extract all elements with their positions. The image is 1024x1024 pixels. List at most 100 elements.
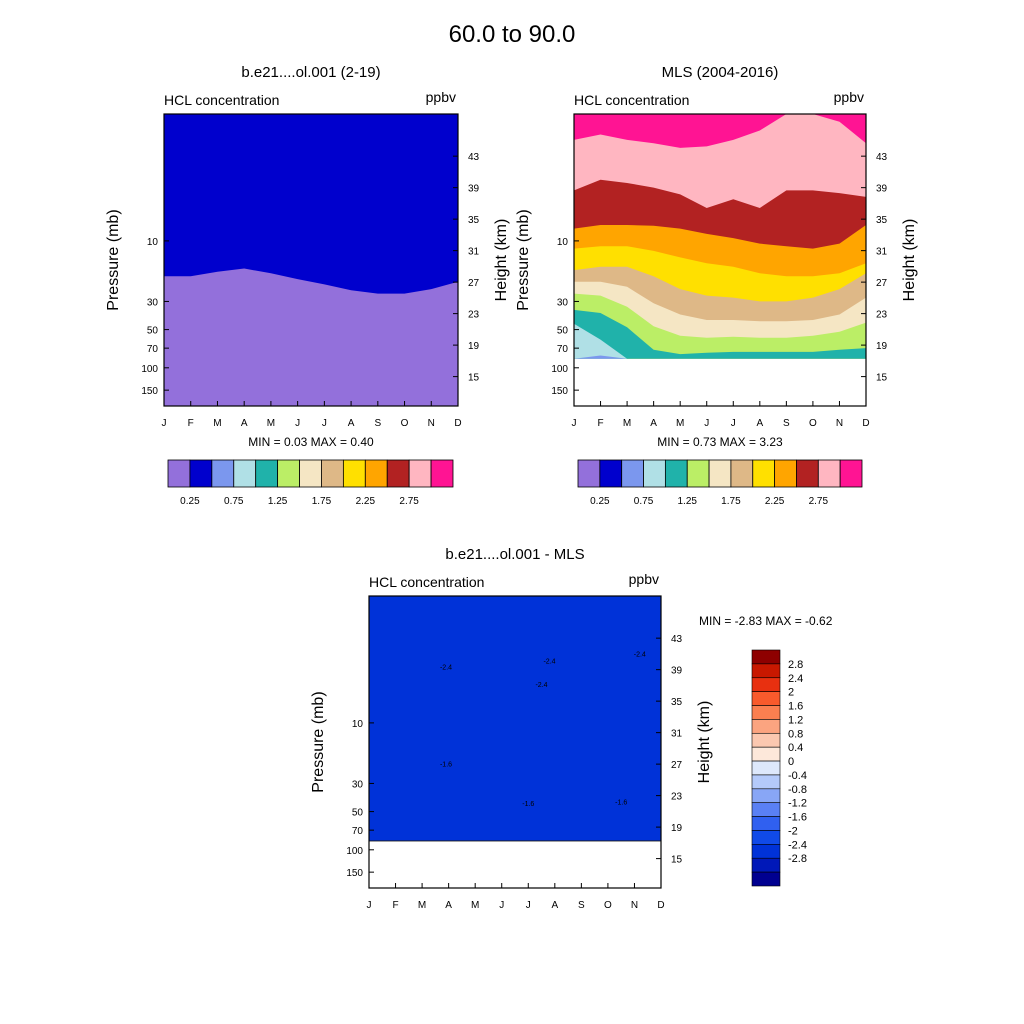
contour-label: -2.4 (535, 682, 547, 689)
colorbar: 0.25 0.75 1.25 1.75 2.25 2.75 (577, 459, 863, 507)
colorbar-cell (839, 459, 863, 488)
y-tick-label: 30 (557, 297, 569, 308)
colorbar-cell (751, 719, 781, 734)
colorbar-label: -1.6 (788, 812, 807, 824)
y-tick-label: 50 (557, 326, 569, 337)
y2-axis-label: Height (km) (493, 219, 510, 302)
x-tick-label: N (836, 418, 843, 429)
y2-tick-label: 15 (876, 373, 888, 384)
colorbar-cell (664, 459, 688, 488)
panel-right-label: ppbv (629, 571, 659, 587)
colorbar-cell (817, 459, 841, 488)
colorbar-label: 0.25 (180, 496, 200, 507)
x-tick-label: M (623, 418, 631, 429)
y-tick-label: 10 (352, 719, 364, 730)
colorbar-cell (751, 691, 781, 706)
y-tick-label: 100 (141, 364, 158, 375)
y2-tick-label: 23 (876, 310, 888, 321)
panel-left-label: HCL concentration (574, 92, 689, 108)
colorbar-cell (599, 459, 623, 488)
colorbar-label: 2.4 (788, 673, 803, 685)
x-tick-label: J (499, 900, 504, 911)
colorbar-cell (751, 746, 781, 762)
panel-right-label: ppbv (834, 89, 864, 105)
colorbar-cell (577, 459, 601, 488)
colorbar-cell (796, 459, 819, 488)
contour-label: -1.6 (440, 761, 452, 768)
x-tick-label: D (862, 418, 869, 429)
stats-label: MIN = 0.03 MAX = 0.40 (248, 435, 374, 449)
x-tick-label: J (322, 418, 327, 429)
contour-label: -1.6 (615, 800, 627, 807)
colorbar-cell (255, 459, 279, 488)
y2-tick-label: 43 (468, 152, 480, 163)
colorbar-label: 1.75 (721, 496, 741, 507)
y2-tick-label: 35 (671, 697, 683, 708)
x-tick-label: J (526, 900, 531, 911)
x-tick-label: F (392, 900, 398, 911)
plot-frame (573, 113, 867, 407)
colorbar-label: 1.75 (312, 496, 332, 507)
colorbar-cell (751, 871, 781, 887)
colorbar-cell (386, 459, 410, 488)
y2-tick-label: 35 (468, 215, 480, 226)
y-tick-label: 30 (147, 297, 159, 308)
colorbar-label: -1.2 (788, 798, 807, 810)
colorbar-label: -2 (788, 825, 798, 837)
x-tick-label: J (295, 418, 300, 429)
x-tick-label: M (676, 418, 684, 429)
colorbar-label: 1.25 (268, 496, 288, 507)
x-tick-label: A (241, 418, 248, 429)
colorbar-cell (751, 732, 781, 748)
y2-tick-label: 39 (468, 184, 480, 195)
y-tick-label: 70 (147, 344, 159, 355)
colorbar-cell (430, 459, 454, 488)
x-tick-label: A (756, 418, 763, 429)
y-axis-label: Pressure (mb) (105, 209, 122, 310)
x-tick-label: M (471, 900, 479, 911)
y2-axis-label: Height (km) (901, 219, 918, 302)
y2-tick-label: 31 (876, 247, 888, 258)
colorbar-label: 2.75 (809, 496, 829, 507)
panels: b.e21....ol.001 (2-19) HCL concentration p… (105, 64, 918, 911)
panel-left-label: HCL concentration (164, 92, 279, 108)
panel-left-label: HCL concentration (369, 574, 484, 590)
colorbar: 0.25 0.75 1.25 1.75 2.25 2.75 (167, 459, 454, 507)
colorbar-cell (751, 705, 781, 720)
y-tick-label: 70 (557, 344, 569, 355)
colorbar-label: -0.4 (788, 770, 807, 782)
colorbar-cell (211, 459, 235, 488)
y-tick-label: 100 (346, 846, 363, 857)
colorbar-cell (751, 649, 781, 665)
x-tick-label: A (551, 900, 558, 911)
y-tick-label: 150 (141, 386, 158, 397)
x-tick-label: J (367, 900, 372, 911)
y2-tick-label: 27 (671, 760, 683, 771)
colorbar-cell (774, 459, 797, 488)
y2-tick-label: 31 (671, 729, 683, 740)
colorbar-label: 1.6 (788, 701, 803, 713)
colorbar-cell (621, 459, 644, 488)
x-tick-label: N (428, 418, 435, 429)
x-tick-label: D (454, 418, 461, 429)
figure-title: 60.0 to 90.0 (449, 21, 576, 48)
plot-frame (368, 595, 662, 889)
colorbar-cell (751, 788, 781, 804)
colorbar-label: 1.25 (677, 496, 697, 507)
colorbar-cell (233, 459, 257, 488)
colorbar-cell (751, 844, 781, 859)
plot-frame (163, 113, 459, 407)
colorbar-label: 1.2 (788, 714, 803, 726)
colorbar-label: 0 (788, 756, 794, 768)
colorbar-cell (299, 459, 322, 488)
x-tick-label: D (657, 900, 664, 911)
y-tick-label: 150 (551, 386, 568, 397)
x-tick-label: M (418, 900, 426, 911)
stats-label: MIN = -2.83 MAX = -0.62 (699, 614, 833, 628)
colorbar-cell (751, 857, 781, 873)
colorbar-cell (189, 459, 213, 488)
colorbar-label: -0.8 (788, 784, 807, 796)
colorbar-cell (277, 459, 300, 488)
panel-title: b.e21....ol.001 (2-19) (241, 64, 380, 81)
